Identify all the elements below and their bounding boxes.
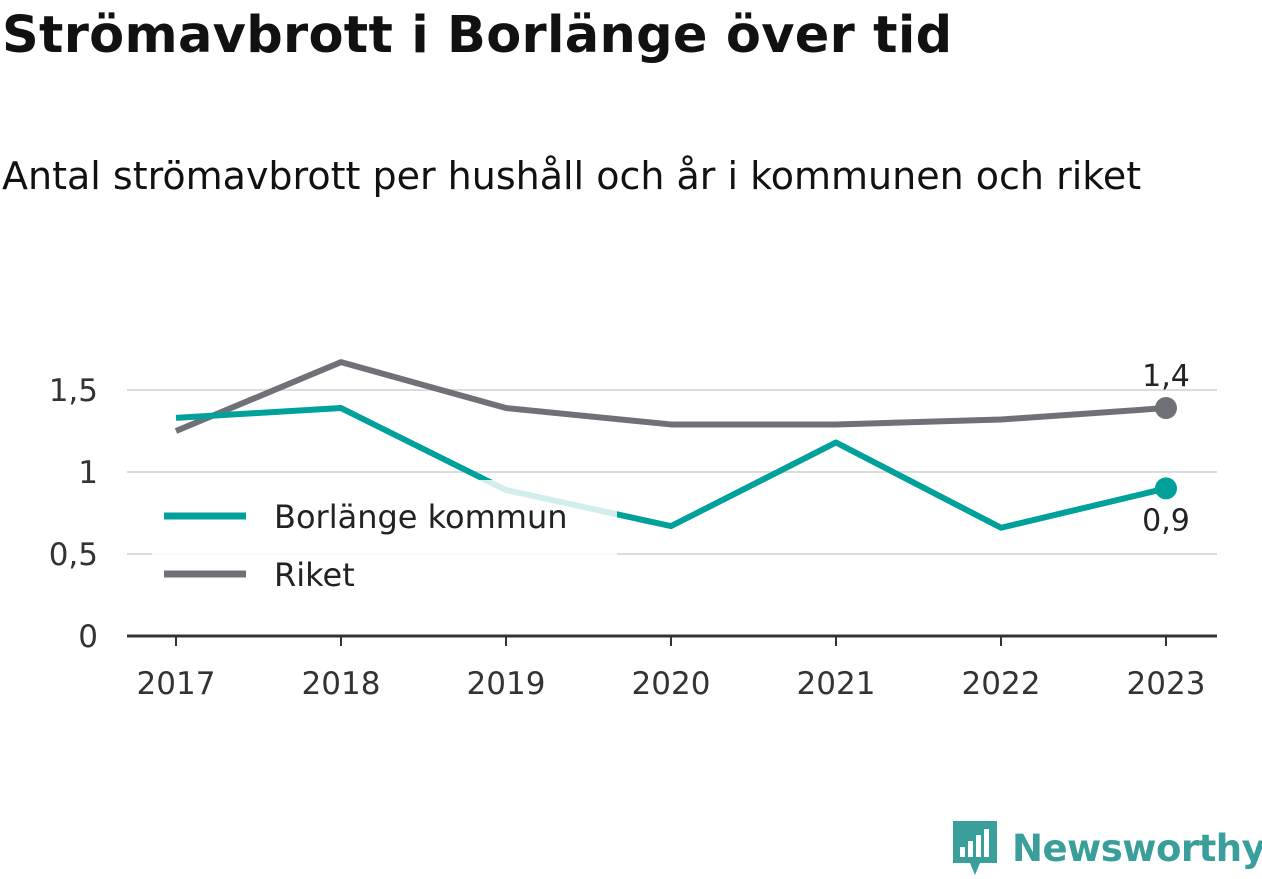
legend: Borlänge kommun Riket [152,480,617,600]
y-axis-labels: 0 0,5 1 1,5 [49,373,98,655]
chart-subtitle: Antal strömavbrott per hushåll och år i … [2,154,1142,198]
y-tick-label: 1,5 [49,373,98,409]
y-tick-label: 0,5 [49,537,98,573]
data-label: 0,9 [1142,503,1190,538]
x-tick-label: 2021 [797,666,876,702]
data-label: 1,4 [1142,359,1190,394]
x-tick-label: 2023 [1127,666,1206,702]
legend-background [152,480,617,600]
series-lines [174,359,1177,531]
y-tick-label: 0 [78,619,98,655]
x-axis [127,634,1217,646]
brand-name: Newsworthy [1012,826,1262,870]
x-tick-label: 2017 [137,666,216,702]
x-tick-label: 2019 [467,666,546,702]
series-line [174,359,1167,434]
series-line [175,405,1167,531]
x-tick-label: 2022 [962,666,1041,702]
chart-title: Strömavbrott i Borlänge över tid [2,6,953,65]
series-end-point [1155,397,1177,420]
legend-label: Riket [274,556,355,594]
x-axis-labels: 2017 2018 2019 2020 2021 2022 2023 [137,666,1206,702]
brand-logo: Newsworthy [950,818,1262,878]
legend-label: Borlänge kommun [274,498,568,536]
y-tick-label: 1 [78,455,98,491]
x-tick-label: 2020 [632,666,711,702]
data-labels: 0,9 1,4 [1142,359,1190,538]
newsworthy-logo-icon [953,821,997,875]
series-end-point [1155,477,1177,500]
x-tick-label: 2018 [302,666,381,702]
